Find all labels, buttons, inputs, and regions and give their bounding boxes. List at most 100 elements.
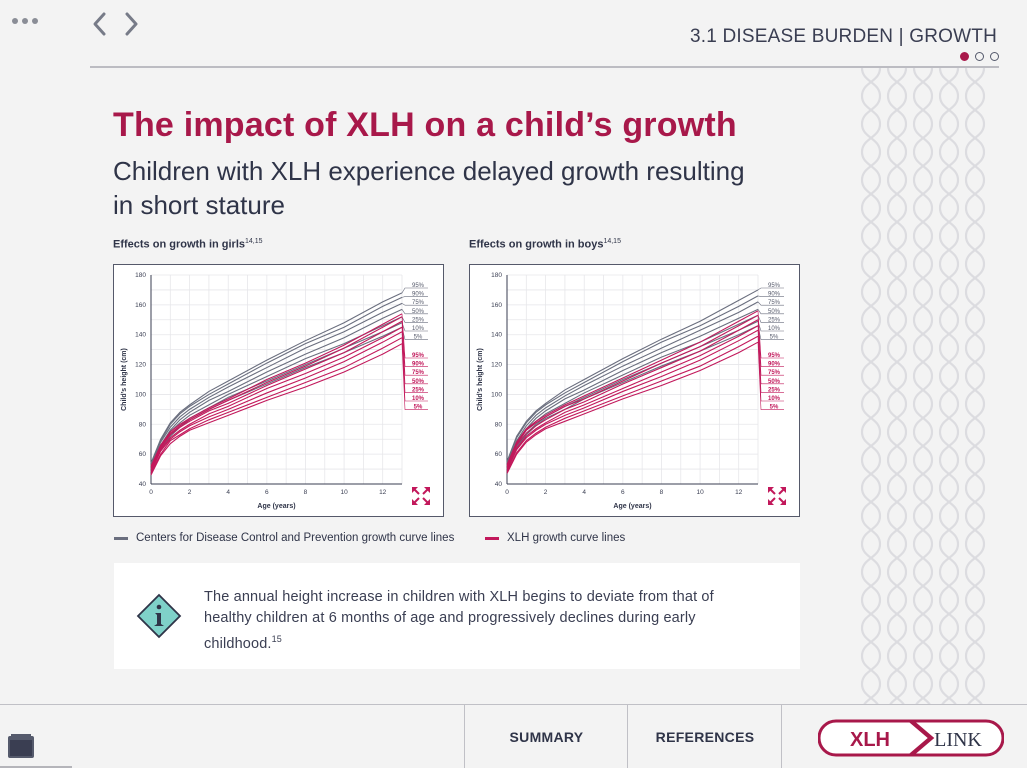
boys-growth-chart[interactable]: 0 2 4 6 8 10 12 40 60 80 100 120 140 160 180 Age (years… xyxy=(469,264,800,517)
x-tick-label: 0 xyxy=(505,489,509,496)
footer-bar: SUMMARY REFERENCES XLH LINK xyxy=(0,704,1027,768)
x-tick-label: 2 xyxy=(544,489,548,496)
xlh-percentile-label: 95% xyxy=(412,353,425,359)
growth-chart-svg: 0 2 4 6 8 10 12 40 60 80 100 120 140 160 180 Age (years… xyxy=(121,272,430,510)
expand-icon[interactable] xyxy=(768,487,786,505)
x-tick-label: 0 xyxy=(149,489,153,496)
x-tick-label: 4 xyxy=(582,489,586,496)
girls-growth-chart[interactable]: 0 2 4 6 8 10 12 40 60 80 100 120 140 160 180 Age (years… xyxy=(113,264,444,517)
label-leader xyxy=(401,296,428,298)
expand-arrow-line xyxy=(778,488,785,495)
expand-arrow-line xyxy=(413,497,420,504)
xlh-percentile-label: 75% xyxy=(412,370,425,376)
forward-button[interactable] xyxy=(119,10,143,38)
y-tick-label: 80 xyxy=(495,421,503,428)
page-subtitle: Children with XLH experience delayed gro… xyxy=(113,156,745,220)
info-ref: 15 xyxy=(271,634,282,644)
label-leader xyxy=(757,330,784,393)
cdc-percentile-label: 75% xyxy=(768,300,781,306)
y-tick-label: 60 xyxy=(495,451,503,458)
y-tick-label: 80 xyxy=(139,421,147,428)
label-leader xyxy=(757,342,784,410)
xlh-percentile-label: 75% xyxy=(768,370,781,376)
back-button[interactable] xyxy=(88,10,112,38)
chevron-left-icon xyxy=(93,12,106,36)
page-dot-1[interactable] xyxy=(960,52,969,61)
xlh-series-line xyxy=(506,319,759,468)
xlh-percentile-label: 5% xyxy=(414,405,423,411)
x-tick-label: 6 xyxy=(265,489,269,496)
page-dot-2[interactable] xyxy=(975,52,984,61)
xlh-percentile-label: 10% xyxy=(412,396,425,402)
cdc-percentile-label: 90% xyxy=(412,292,425,298)
legend-xlh-label: XLH growth curve lines xyxy=(507,532,626,544)
cdc-series-line xyxy=(506,301,759,465)
label-leader xyxy=(401,343,428,410)
legend-xlh: XLH growth curve lines xyxy=(485,532,625,544)
cdc-percentile-label: 90% xyxy=(768,292,781,298)
more-dot xyxy=(32,18,38,24)
expand-arrow-line xyxy=(778,497,785,504)
legend-cdc: Centers for Disease Control and Preventi… xyxy=(114,532,454,544)
y-tick-label: 180 xyxy=(491,272,502,279)
boys-chart-label-text: Effects on growth in boys xyxy=(469,238,604,251)
label-leader xyxy=(757,315,784,323)
references-button[interactable]: REFERENCES xyxy=(627,705,782,768)
cdc-percentile-label: 75% xyxy=(412,300,425,306)
xlh-percentile-label: 25% xyxy=(412,387,425,393)
gallery-icon xyxy=(8,734,34,758)
logo-xlh-text: XLH xyxy=(850,729,890,751)
expand-arrow-line xyxy=(769,497,776,504)
y-tick-label: 40 xyxy=(495,481,503,488)
label-leader xyxy=(401,337,428,402)
xlh-series-line xyxy=(150,320,403,470)
info-icon xyxy=(136,593,182,639)
page-title: The impact of XLH on a child’s growth xyxy=(113,106,737,144)
x-tick-label: 6 xyxy=(621,489,625,496)
xlh-percentile-label: 90% xyxy=(768,362,781,368)
label-leader xyxy=(757,336,784,402)
page-indicator[interactable] xyxy=(960,52,999,61)
y-tick-label: 140 xyxy=(135,332,146,339)
x-axis-label: Age (years) xyxy=(257,503,295,510)
summary-button[interactable]: SUMMARY xyxy=(464,705,628,768)
section-title: 3.1 DISEASE BURDEN | GROWTH xyxy=(690,26,997,47)
xlh-percentile-label: 90% xyxy=(412,362,425,368)
expand-icon[interactable] xyxy=(412,487,430,505)
label-leader xyxy=(757,319,784,376)
info-callout: The annual height increase in children w… xyxy=(114,563,800,669)
xlh-link-logo[interactable]: XLH LINK xyxy=(818,719,1004,757)
gallery-button[interactable] xyxy=(6,731,36,761)
cdc-series-line xyxy=(150,308,403,468)
x-axis-label: Age (years) xyxy=(613,503,651,510)
xlh-series-line xyxy=(150,316,403,468)
cdc-series-line xyxy=(506,289,759,462)
label-leader xyxy=(401,316,428,367)
xlh-series-line xyxy=(506,335,759,473)
y-tick-label: 120 xyxy=(491,362,502,369)
xlh-series-line xyxy=(150,313,403,467)
decorative-chain-pattern xyxy=(858,68,988,704)
cdc-percentile-label: 95% xyxy=(412,283,425,289)
page-dot-3[interactable] xyxy=(990,52,999,61)
y-tick-label: 60 xyxy=(139,451,147,458)
expand-arrow-line xyxy=(413,488,420,495)
header-divider xyxy=(90,66,999,68)
more-options-button[interactable] xyxy=(12,18,38,24)
chevron-right-icon xyxy=(125,12,138,36)
xlh-series-line xyxy=(150,337,403,474)
label-leader xyxy=(401,303,428,306)
cdc-series-line xyxy=(150,302,403,467)
expand-arrow-line xyxy=(769,488,776,495)
label-leader xyxy=(757,301,784,306)
boys-chart-label: Effects on growth in boys14,15 xyxy=(469,238,621,251)
label-leader xyxy=(401,321,428,376)
label-leader xyxy=(757,310,784,359)
footer-underline xyxy=(0,766,72,768)
x-tick-label: 10 xyxy=(340,489,348,496)
xlh-series-line xyxy=(506,310,759,465)
cdc-percentile-label: 25% xyxy=(412,317,425,323)
label-leader xyxy=(401,316,428,323)
y-axis-label: Child’s height (cm) xyxy=(121,348,128,411)
cdc-percentile-label: 5% xyxy=(770,335,779,341)
